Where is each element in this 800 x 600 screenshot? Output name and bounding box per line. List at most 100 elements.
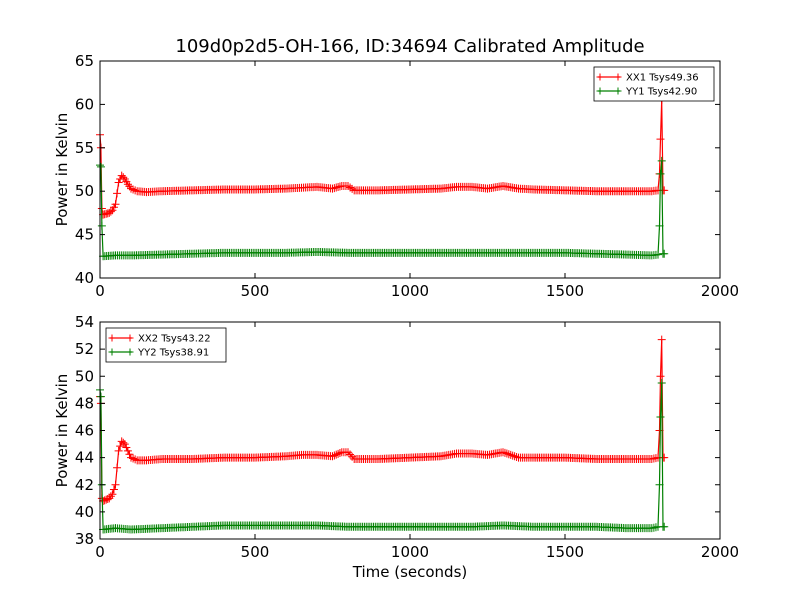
data-point [328, 184, 337, 193]
y-tick-label: 65 [75, 52, 94, 70]
data-point [346, 183, 355, 192]
data-point [109, 485, 118, 494]
legend: XX2 Tsys43.22 YY2 Tsys38.91 [105, 327, 227, 363]
data-point [334, 449, 343, 458]
y-tick-label: 54 [75, 313, 94, 331]
data-point [97, 221, 106, 230]
legend-marker [126, 348, 134, 356]
data-point [119, 173, 128, 182]
y-axis-label: Power in Kelvin [53, 113, 71, 227]
data-point [125, 450, 134, 459]
y-tick-label: 42 [75, 476, 94, 494]
data-point [108, 490, 117, 499]
data-point [113, 189, 122, 198]
data-point [105, 494, 114, 503]
legend-marker [614, 73, 622, 81]
data-point [508, 451, 517, 460]
data-point [348, 184, 357, 193]
legend-label: YY2 Tsys38.91 [137, 348, 209, 359]
data-point [656, 169, 665, 178]
x-tick-label: 1500 [546, 282, 584, 300]
data-point [500, 448, 509, 457]
x-tick-label: 1000 [391, 543, 429, 561]
legend-marker [614, 87, 622, 95]
y-tick-label: 60 [75, 95, 94, 113]
data-point [106, 207, 115, 216]
y-tick-label: 40 [75, 269, 94, 287]
data-point [330, 451, 339, 460]
data-point [344, 181, 352, 190]
y-axis-label: Power in Kelvin [53, 374, 71, 488]
data-point [512, 452, 521, 461]
data-point [106, 492, 115, 501]
x-tick-label: 500 [241, 543, 270, 561]
legend: XX1 Tsys49.36 YY1 Tsys42.90 [593, 66, 715, 102]
y-tick-label: 55 [75, 139, 94, 157]
data-point [334, 183, 343, 192]
data-point [127, 453, 135, 462]
y-tick-label: 40 [75, 503, 94, 521]
x-tick-label: 0 [95, 282, 105, 300]
legend-box [105, 327, 227, 363]
data-point [654, 250, 662, 259]
data-point [123, 446, 132, 455]
data-point [660, 186, 669, 195]
series-line [99, 100, 665, 216]
x-tick-label: 0 [95, 543, 105, 561]
data-point [328, 452, 337, 461]
data-point [129, 454, 138, 463]
data-point [655, 221, 664, 230]
x-tick-label: 1500 [546, 543, 584, 561]
data-point [660, 453, 669, 462]
data-point [335, 449, 344, 458]
data-point [332, 450, 341, 459]
data-point [335, 182, 344, 191]
data-point [122, 443, 131, 452]
series-line [99, 160, 665, 257]
data-point [131, 455, 140, 464]
legend-marker [596, 73, 604, 81]
data-point [111, 200, 120, 209]
legend-marker [126, 334, 134, 342]
data-point [332, 183, 341, 192]
data-point [655, 480, 664, 489]
data-point [657, 335, 666, 344]
data-point [499, 448, 507, 457]
figure-title: 109d0p2d5-OH-166, ID:34694 Calibrated Am… [175, 36, 644, 57]
data-point [656, 412, 665, 421]
legend-label: XX2 Tsys43.22 [138, 334, 211, 345]
y-tick-label: 50 [75, 367, 94, 385]
data-point [131, 186, 140, 195]
data-point [330, 184, 339, 193]
y-tick-label: 45 [75, 226, 94, 244]
data-point [129, 185, 138, 194]
x-tick-label: 1000 [391, 282, 429, 300]
legend-marker [596, 87, 604, 95]
legend-label: XX1 Tsys49.36 [626, 73, 699, 84]
series-xx [96, 335, 669, 506]
bottom-plot: 0 500 1000 1500 2000 38 40 42 44 46 48 50 52 54 Power … [53, 313, 739, 581]
x-tick-label: 500 [241, 282, 270, 300]
legend-marker [108, 348, 116, 356]
data-point [114, 446, 123, 455]
x-tick-label: 2000 [701, 543, 739, 561]
data-point [506, 450, 515, 459]
data-point [660, 522, 669, 531]
series-yy [96, 156, 669, 261]
series-xx [96, 96, 669, 219]
data-point [119, 438, 128, 447]
data-point [510, 452, 519, 461]
y-tick-label: 44 [75, 449, 94, 467]
legend-label: YY1 Tsys42.90 [625, 87, 697, 98]
top-plot: 0 500 1000 1500 2000 40 45 50 55 60 65 Power in Kel… [53, 52, 739, 300]
data-point [656, 135, 665, 144]
data-point [657, 156, 666, 165]
data-point [96, 162, 105, 171]
data-point [114, 178, 123, 187]
y-tick-label: 48 [75, 394, 94, 412]
data-point [96, 392, 105, 401]
data-point [657, 379, 666, 388]
data-point [502, 449, 511, 458]
y-tick-label: 50 [75, 182, 94, 200]
